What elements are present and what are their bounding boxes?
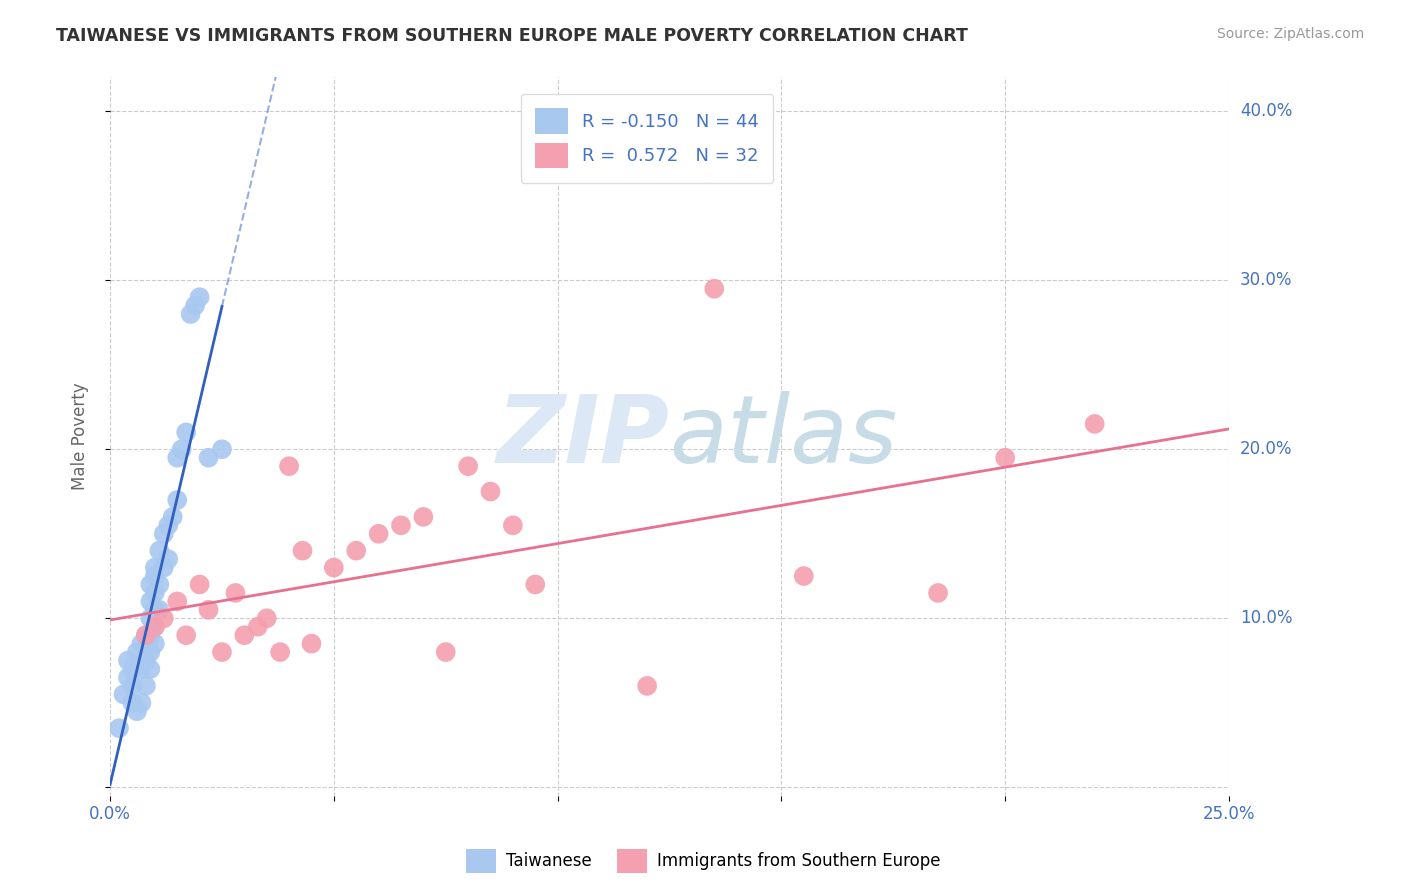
Point <box>174 425 197 440</box>
Point <box>389 518 412 533</box>
Point <box>143 560 166 574</box>
Point <box>256 611 278 625</box>
Text: 10.0%: 10.0% <box>1240 609 1292 627</box>
Point <box>927 586 949 600</box>
Point <box>131 637 153 651</box>
Point <box>139 594 162 608</box>
Point <box>121 696 143 710</box>
Point <box>793 569 815 583</box>
Point <box>211 645 233 659</box>
Point <box>117 654 139 668</box>
Point <box>143 603 166 617</box>
Point <box>131 696 153 710</box>
Point <box>148 577 170 591</box>
Point <box>131 662 153 676</box>
Point <box>143 620 166 634</box>
Point <box>152 560 174 574</box>
Point <box>224 586 246 600</box>
Point <box>135 679 157 693</box>
Point <box>108 721 131 735</box>
Point <box>524 577 547 591</box>
Point <box>636 679 658 693</box>
Point <box>166 450 188 465</box>
Text: TAIWANESE VS IMMIGRANTS FROM SOUTHERN EUROPE MALE POVERTY CORRELATION CHART: TAIWANESE VS IMMIGRANTS FROM SOUTHERN EU… <box>56 27 969 45</box>
Point <box>180 307 202 321</box>
Point <box>502 518 524 533</box>
Point <box>157 552 180 566</box>
Legend: R = -0.150   N = 44, R =  0.572   N = 32: R = -0.150 N = 44, R = 0.572 N = 32 <box>520 94 773 183</box>
Point <box>434 645 457 659</box>
Point <box>211 442 233 457</box>
Point <box>412 509 434 524</box>
Point <box>125 645 148 659</box>
Point <box>291 543 314 558</box>
Point <box>139 628 162 642</box>
Point <box>139 645 162 659</box>
Point <box>143 637 166 651</box>
Point <box>367 526 389 541</box>
Point <box>139 577 162 591</box>
Point <box>148 603 170 617</box>
Point <box>152 611 174 625</box>
Point <box>197 603 219 617</box>
Text: ZIP: ZIP <box>496 391 669 483</box>
Point <box>135 628 157 642</box>
Point <box>162 509 184 524</box>
Point <box>143 586 166 600</box>
Point <box>1084 417 1107 431</box>
Point <box>174 628 197 642</box>
Point <box>139 611 162 625</box>
Point <box>197 450 219 465</box>
Point <box>994 450 1017 465</box>
Point <box>170 442 193 457</box>
Point <box>121 679 143 693</box>
Text: 40.0%: 40.0% <box>1240 103 1292 120</box>
Y-axis label: Male Poverty: Male Poverty <box>72 383 89 491</box>
Point <box>135 654 157 668</box>
Point <box>166 493 188 508</box>
Point <box>139 662 162 676</box>
Point <box>301 637 323 651</box>
Point <box>246 620 269 634</box>
Text: 30.0%: 30.0% <box>1240 271 1292 289</box>
Legend: Taiwanese, Immigrants from Southern Europe: Taiwanese, Immigrants from Southern Euro… <box>460 842 946 880</box>
Point <box>117 670 139 684</box>
Point <box>184 299 207 313</box>
Point <box>121 662 143 676</box>
Point <box>269 645 291 659</box>
Point <box>188 290 211 304</box>
Point <box>157 518 180 533</box>
Text: Source: ZipAtlas.com: Source: ZipAtlas.com <box>1216 27 1364 41</box>
Point <box>112 687 135 701</box>
Point <box>135 628 157 642</box>
Point <box>188 577 211 591</box>
Text: 20.0%: 20.0% <box>1240 441 1292 458</box>
Point <box>233 628 256 642</box>
Point <box>278 459 301 474</box>
Point <box>152 526 174 541</box>
Point <box>143 620 166 634</box>
Point <box>166 594 188 608</box>
Point <box>143 569 166 583</box>
Point <box>322 560 344 574</box>
Point <box>125 704 148 718</box>
Text: atlas: atlas <box>669 391 898 482</box>
Point <box>344 543 367 558</box>
Point <box>457 459 479 474</box>
Point <box>703 282 725 296</box>
Point <box>479 484 502 499</box>
Point <box>148 543 170 558</box>
